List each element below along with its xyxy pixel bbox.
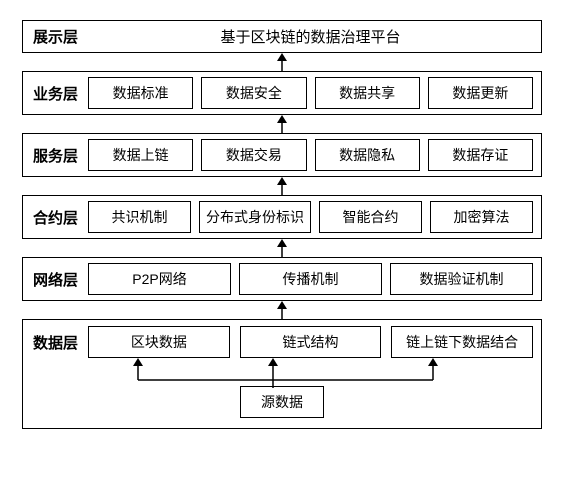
contract-item: 加密算法 <box>430 201 533 233</box>
service-item: 数据上链 <box>88 139 193 171</box>
service-items: 数据上链 数据交易 数据隐私 数据存证 <box>88 139 533 171</box>
arrow-up <box>22 177 542 195</box>
layer-presentation: 展示层 基于区块链的数据治理平台 <box>22 20 542 53</box>
arrow-up <box>22 239 542 257</box>
layer-label-business: 业务层 <box>31 83 80 104</box>
network-item: 传播机制 <box>239 263 382 295</box>
layer-label-data: 数据层 <box>31 332 80 353</box>
layer-label-service: 服务层 <box>31 145 80 166</box>
layer-label-contract: 合约层 <box>31 207 80 228</box>
service-item: 数据交易 <box>201 139 306 171</box>
presentation-title: 基于区块链的数据治理平台 <box>88 26 533 47</box>
source-data-box: 源数据 <box>240 386 324 418</box>
layer-business: 业务层 数据标准 数据安全 数据共享 数据更新 <box>22 71 542 115</box>
arrow-up <box>22 53 542 71</box>
contract-item: 共识机制 <box>88 201 191 233</box>
branch-arrows <box>23 358 543 388</box>
service-item: 数据隐私 <box>315 139 420 171</box>
data-item: 链式结构 <box>240 326 382 358</box>
data-items: 区块数据 链式结构 链上链下数据结合 <box>88 326 533 358</box>
contract-item: 分布式身份标识 <box>199 201 311 233</box>
data-item: 区块数据 <box>88 326 230 358</box>
layer-service: 服务层 数据上链 数据交易 数据隐私 数据存证 <box>22 133 542 177</box>
business-item: 数据共享 <box>315 77 420 109</box>
arrow-up <box>22 301 542 319</box>
business-item: 数据安全 <box>201 77 306 109</box>
data-item: 链上链下数据结合 <box>391 326 533 358</box>
business-item: 数据标准 <box>88 77 193 109</box>
business-item: 数据更新 <box>428 77 533 109</box>
layer-contract: 合约层 共识机制 分布式身份标识 智能合约 加密算法 <box>22 195 542 239</box>
service-item: 数据存证 <box>428 139 533 171</box>
contract-item: 智能合约 <box>319 201 422 233</box>
layer-network: 网络层 P2P网络 传播机制 数据验证机制 <box>22 257 542 301</box>
layer-data: 数据层 区块数据 链式结构 链上链下数据结合 源数据 <box>22 319 542 429</box>
network-item: P2P网络 <box>88 263 231 295</box>
network-item: 数据验证机制 <box>390 263 533 295</box>
network-items: P2P网络 传播机制 数据验证机制 <box>88 263 533 295</box>
arrow-up <box>22 115 542 133</box>
layer-label-network: 网络层 <box>31 269 80 290</box>
contract-items: 共识机制 分布式身份标识 智能合约 加密算法 <box>88 201 533 233</box>
business-items: 数据标准 数据安全 数据共享 数据更新 <box>88 77 533 109</box>
layer-label-presentation: 展示层 <box>31 26 80 47</box>
